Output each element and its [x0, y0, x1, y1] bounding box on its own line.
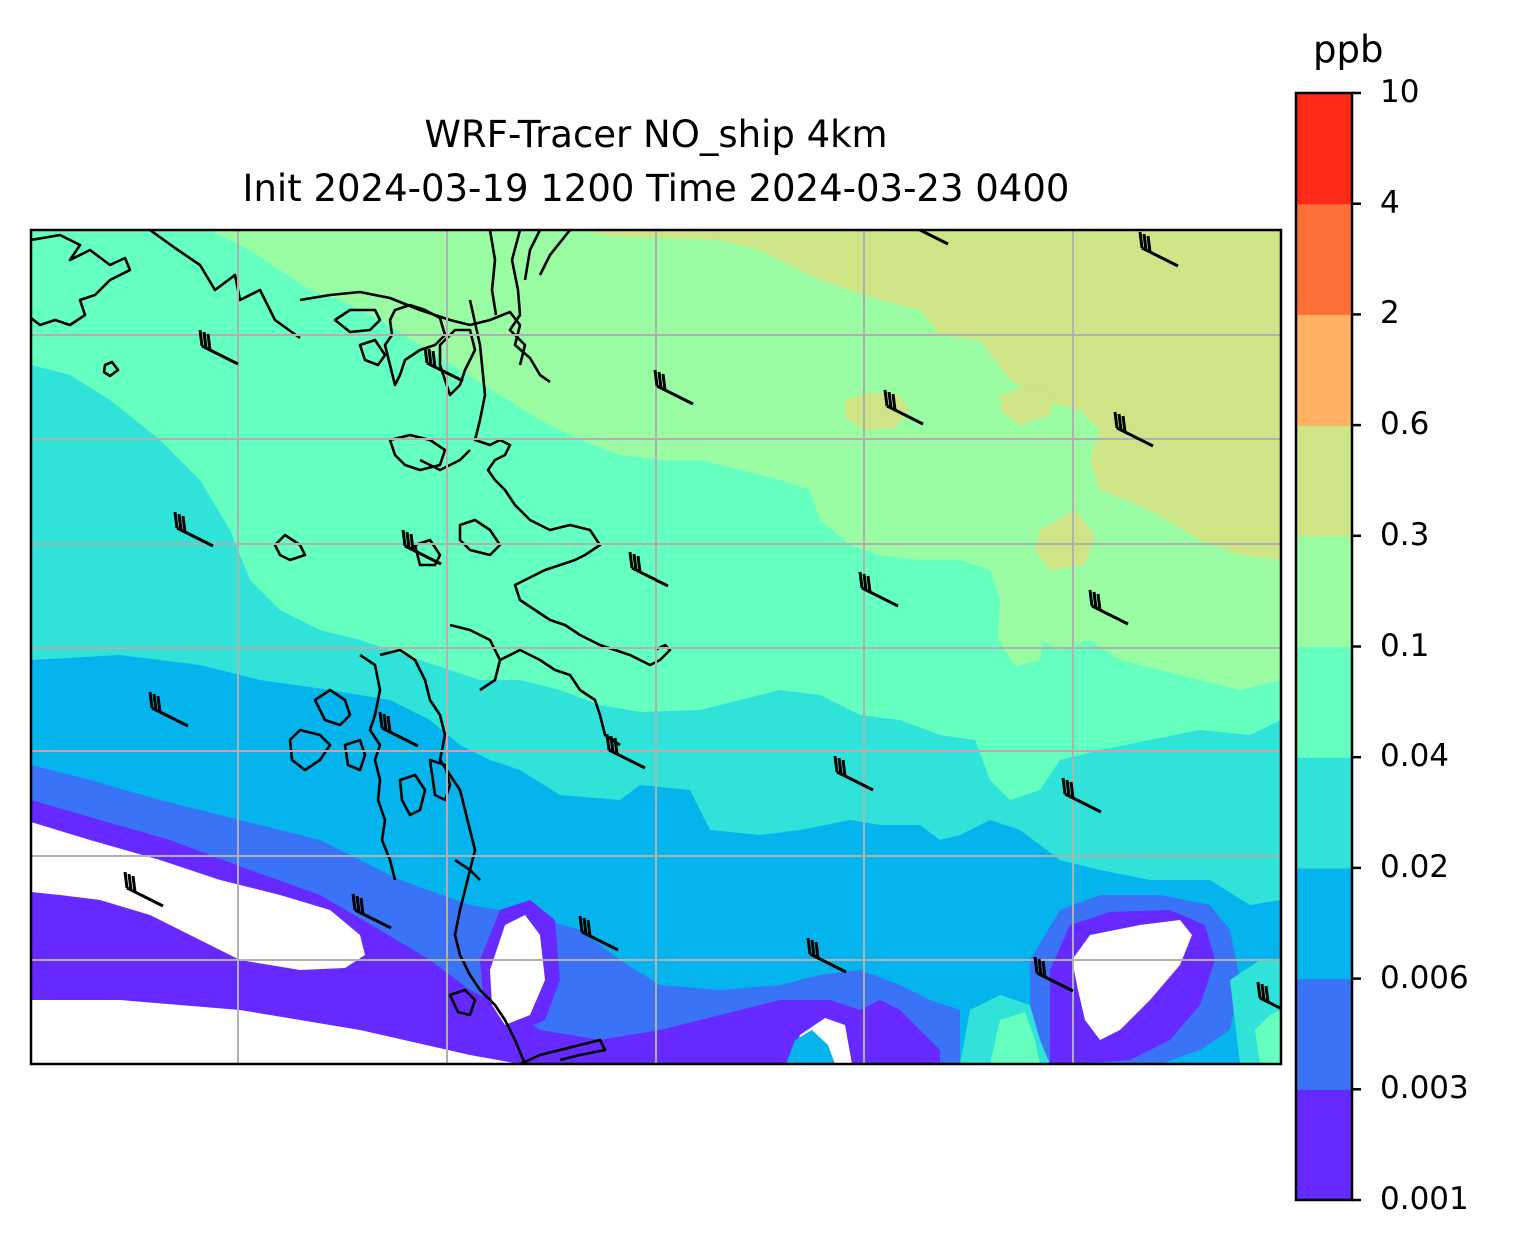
colorbar-tick-label: 0.001: [1380, 1181, 1469, 1217]
wind-barb: [1113, 411, 1154, 448]
wind-barb: [123, 871, 164, 908]
map-panel: [31, 230, 1281, 1064]
wind-barbs: [123, 230, 1281, 1011]
colorbar-segment: [1296, 535, 1352, 648]
colorbar-segment: [1296, 425, 1352, 537]
title-line-1: WRF-Tracer NO_ship 4km: [424, 113, 888, 156]
colorbar-segment: [1296, 867, 1352, 980]
contour-fill-below-0.001: [1072, 920, 1192, 1040]
colorbar-tick-label: 0.6: [1380, 406, 1430, 443]
colorbar-tick-label: 0.04: [1380, 738, 1450, 775]
wind-barb: [806, 937, 847, 974]
wind-barb: [578, 915, 619, 952]
colorbar-tick-label: 0.02: [1380, 848, 1450, 885]
contour-fill-below-0.001: [490, 915, 545, 1025]
title-line-2: Init 2024-03-19 1200 Time 2024-03-23 040…: [242, 167, 1070, 210]
contour-band-0.006-0.02: [786, 1030, 835, 1064]
wind-barb: [1138, 231, 1179, 268]
wind-barb: [401, 529, 442, 566]
colorbar-unit-label: ppb: [1313, 28, 1384, 71]
wind-barb: [858, 571, 899, 608]
map-frame: [29, 228, 1283, 1066]
wind-barb: [351, 893, 392, 930]
wind-barb: [1088, 589, 1129, 626]
wind-barb: [1033, 956, 1074, 993]
contour-blob-0.3-0.6: [1000, 385, 1055, 425]
contour-band-0.1-0.3: [31, 230, 1281, 690]
wind-barb: [1256, 981, 1281, 1011]
contour-fill-below-0.001: [31, 822, 365, 970]
colorbar-segment: [1296, 978, 1352, 1090]
plot-title: WRF-Tracer NO_ship 4km Init 2024-03-19 1…: [30, 108, 1282, 216]
colorbar: [1294, 91, 1361, 1202]
wind-barb: [883, 389, 924, 426]
wind-barb: [423, 346, 464, 383]
wind-barb: [605, 733, 646, 770]
colorbar-segment: [1296, 93, 1352, 205]
wind-barb: [148, 691, 189, 728]
wind-barb: [1061, 777, 1102, 814]
gridlines: [31, 230, 1281, 1064]
wind-barb: [833, 755, 874, 792]
colorbar-segment: [1296, 1089, 1352, 1201]
colorbar-segment: [1296, 646, 1352, 758]
contour-blob-0.3-0.6: [1035, 510, 1095, 570]
colorbar-tick-label: 10: [1380, 74, 1420, 110]
contour-band-0.04-0.1: [990, 1012, 1040, 1064]
colorbar-tick-label: 0.006: [1380, 959, 1469, 996]
wind-barb: [653, 369, 694, 406]
wind-barb: [173, 511, 214, 548]
colorbar-tick-label: 4: [1380, 184, 1400, 221]
wind-barb: [198, 329, 239, 366]
contour-fill-below-0.001: [31, 1000, 520, 1064]
coastline: [31, 230, 672, 1064]
colorbar-segment: [1296, 757, 1352, 869]
wind-barb: [916, 230, 949, 246]
wind-barb: [628, 551, 669, 588]
contour-band-0.04-0.1: [1255, 1010, 1281, 1064]
wind-barb: [378, 711, 419, 748]
colorbar-tick-label: 0.1: [1380, 627, 1430, 664]
colorbar-tick-label: 0.3: [1380, 516, 1430, 553]
colorbar-segment: [1296, 314, 1352, 426]
contour-band-0.001-0.003: [31, 800, 940, 1064]
colorbar-tick-label: 2: [1380, 295, 1400, 332]
colorbar-tick-label: 0.003: [1380, 1070, 1469, 1107]
colorbar-segment: [1296, 203, 1352, 315]
contour-band-0.3-0.6: [580, 230, 1281, 560]
